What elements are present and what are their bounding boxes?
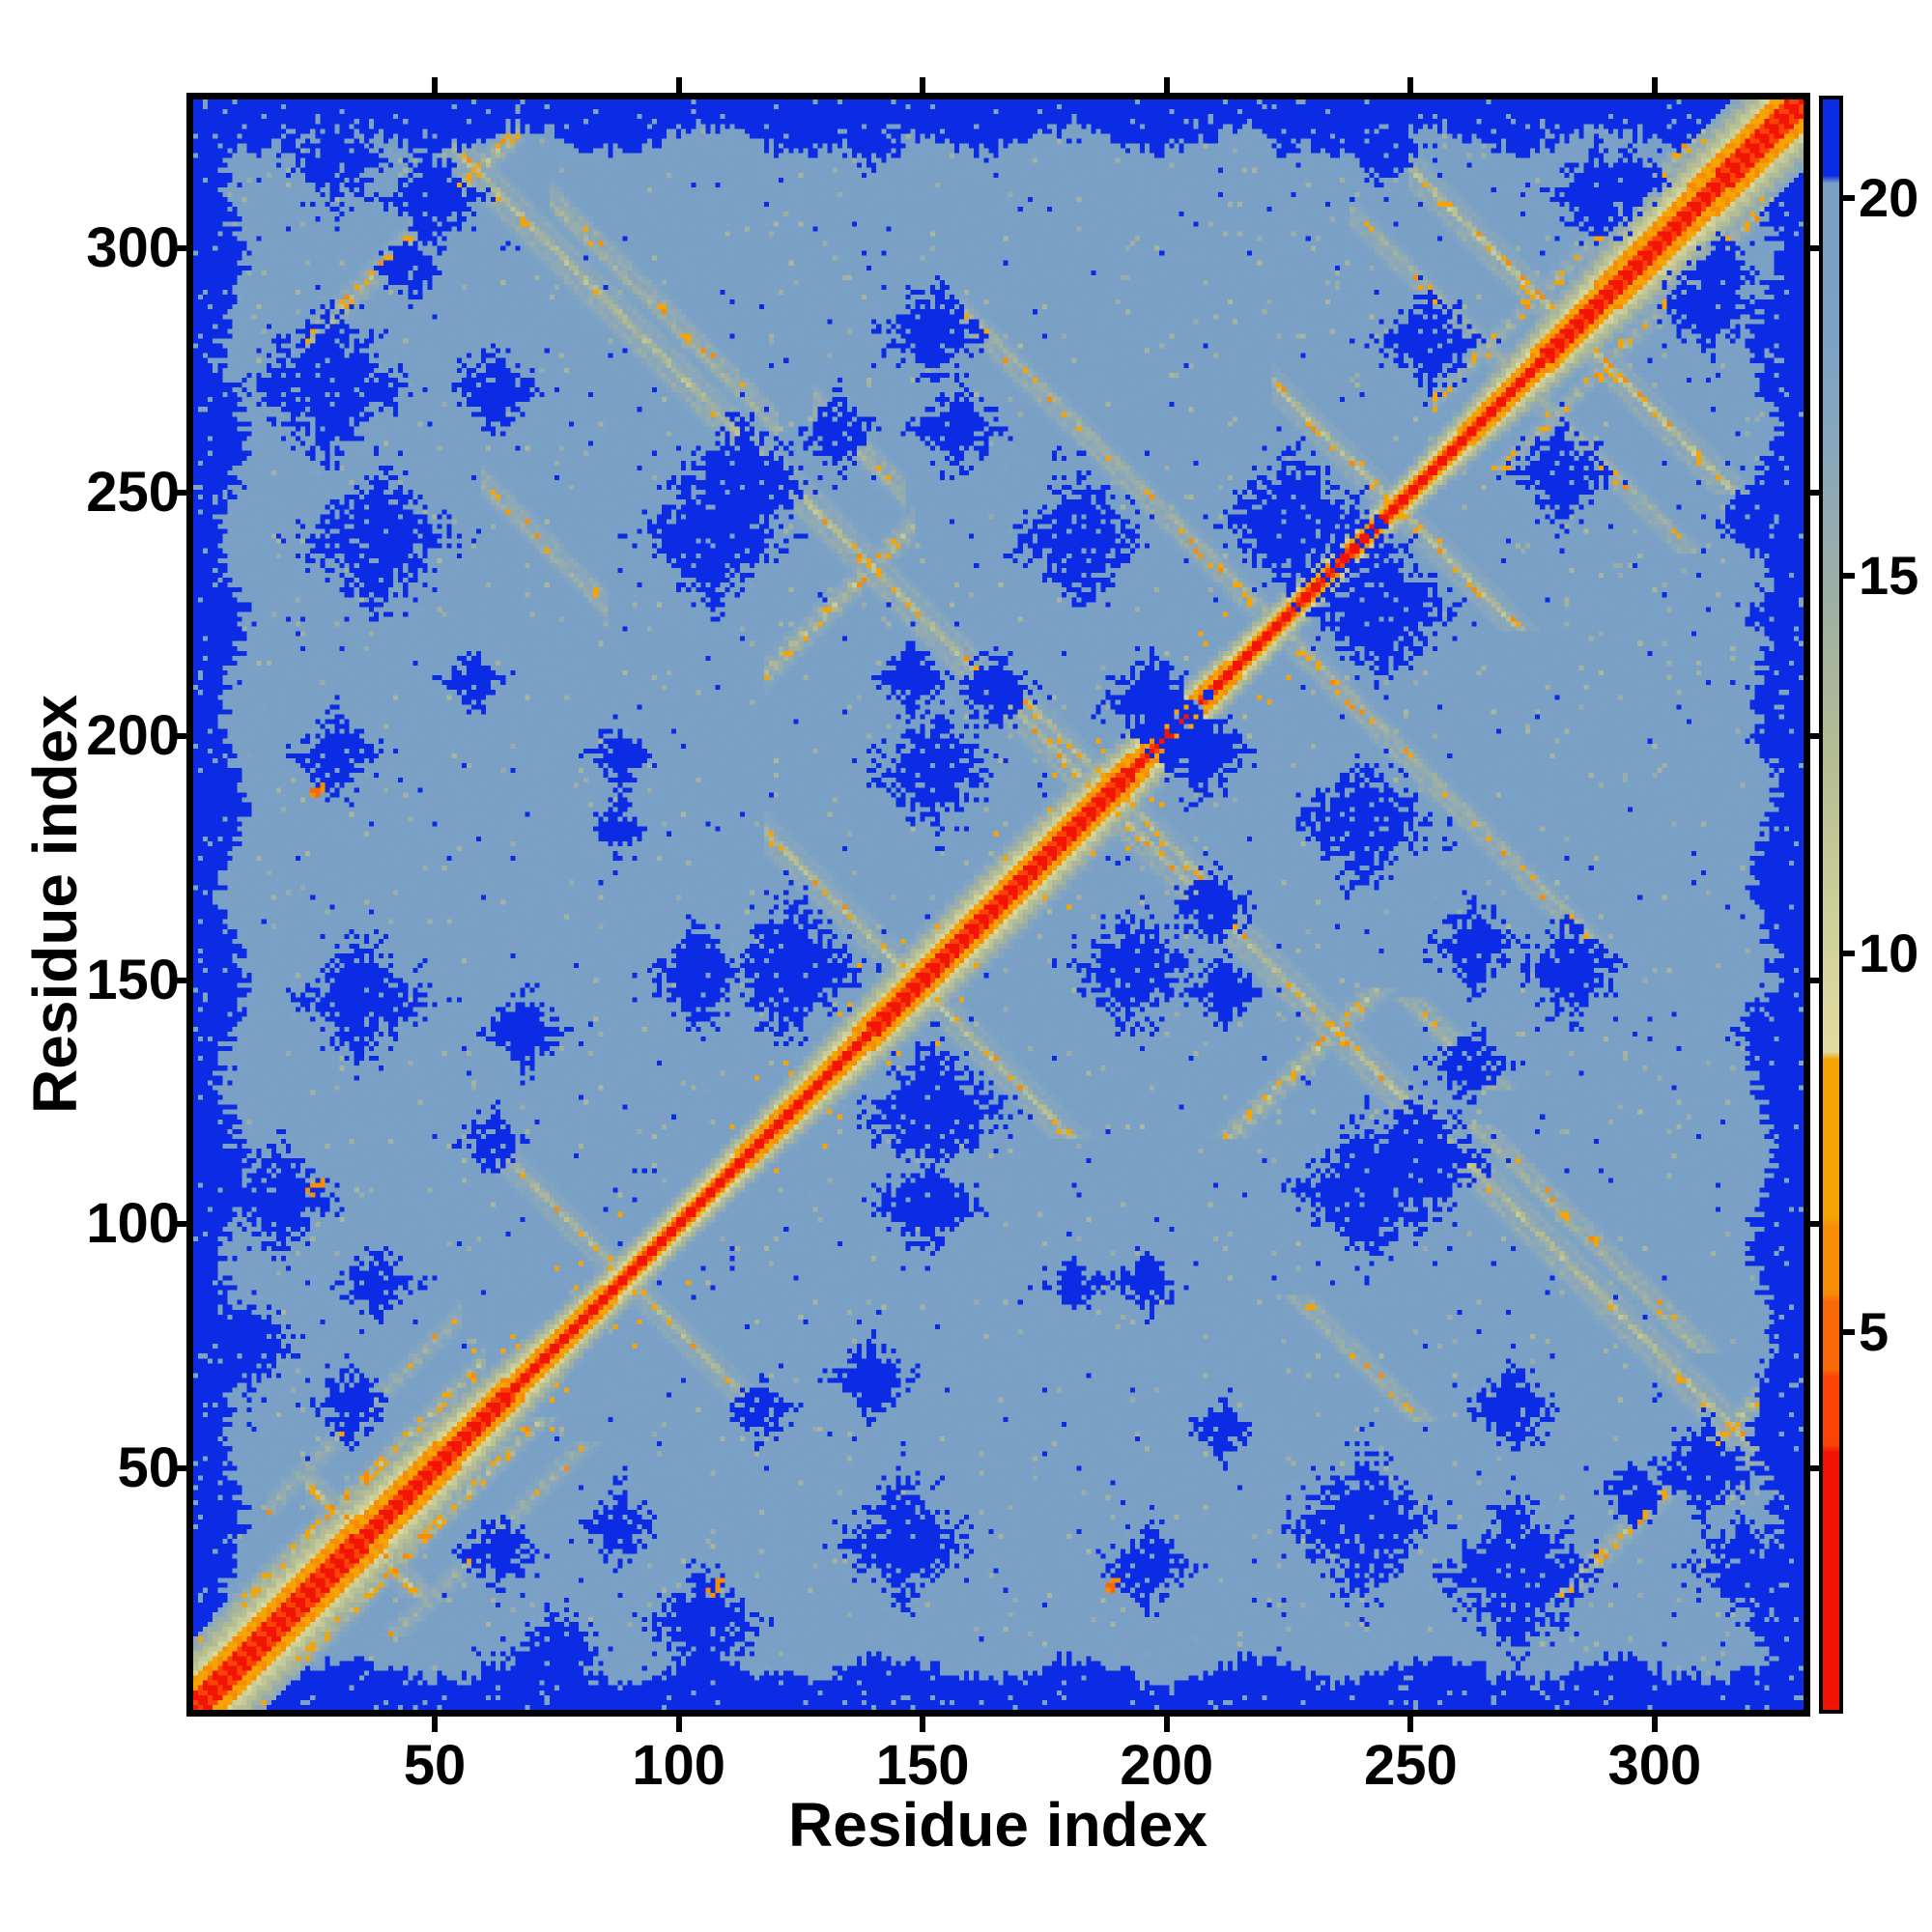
x-tick-mark-bottom xyxy=(675,1717,682,1732)
y-tick-mark-left xyxy=(171,977,186,983)
y-tick-mark-left xyxy=(171,733,186,740)
x-tick-label: 150 xyxy=(875,1734,970,1797)
y-tick-mark-left xyxy=(171,1464,186,1471)
y-tick-label: 200 xyxy=(86,704,180,768)
x-tick-mark-bottom xyxy=(920,1717,926,1732)
colorbar-tick-label: 15 xyxy=(1859,545,1919,607)
colorbar-tick-label: 10 xyxy=(1859,923,1919,984)
x-tick-label: 300 xyxy=(1607,1734,1702,1797)
y-tick-mark-left xyxy=(171,1221,186,1228)
x-tick-mark-top xyxy=(920,77,926,93)
y-tick-label: 300 xyxy=(86,216,180,280)
colorbar-tick-mark xyxy=(1843,573,1855,580)
colorbar-tick-label: 20 xyxy=(1859,166,1919,228)
y-tick-mark-right xyxy=(1810,1221,1819,1228)
y-tick-mark-right xyxy=(1810,977,1819,983)
x-tick-mark-top xyxy=(1407,77,1414,93)
y-tick-mark-left xyxy=(171,245,186,252)
y-tick-label: 150 xyxy=(86,948,180,1011)
x-tick-label: 250 xyxy=(1363,1734,1458,1797)
y-tick-mark-left xyxy=(171,489,186,496)
y-tick-label: 250 xyxy=(86,460,180,524)
colorbar-tick-label: 5 xyxy=(1859,1300,1889,1362)
y-tick-mark-right xyxy=(1810,733,1819,740)
x-tick-label: 50 xyxy=(403,1734,467,1797)
colorbar-tick-mark xyxy=(1843,951,1855,957)
y-tick-mark-right xyxy=(1810,245,1819,252)
plot-frame xyxy=(186,93,1810,1717)
x-axis-title: Residue index xyxy=(788,1790,1208,1860)
x-tick-mark-top xyxy=(1163,77,1170,93)
x-tick-mark-bottom xyxy=(1651,1717,1658,1732)
x-tick-mark-top xyxy=(675,77,682,93)
y-tick-mark-right xyxy=(1810,1464,1819,1471)
colorbar-gradient xyxy=(1823,99,1839,1710)
colorbar-tick-mark xyxy=(1843,194,1855,201)
y-tick-label: 50 xyxy=(117,1435,180,1499)
x-tick-label: 200 xyxy=(1120,1734,1214,1797)
x-tick-mark-bottom xyxy=(432,1717,439,1732)
x-tick-mark-bottom xyxy=(1163,1717,1170,1732)
heatmap-canvas xyxy=(193,99,1804,1710)
colorbar-tick-mark xyxy=(1843,1328,1855,1335)
x-tick-mark-top xyxy=(432,77,439,93)
colorbar-frame xyxy=(1819,96,1843,1714)
y-tick-label: 100 xyxy=(86,1192,180,1256)
x-tick-mark-top xyxy=(1651,77,1658,93)
x-tick-label: 100 xyxy=(632,1734,726,1797)
y-tick-mark-right xyxy=(1810,489,1819,496)
x-tick-mark-bottom xyxy=(1407,1717,1414,1732)
